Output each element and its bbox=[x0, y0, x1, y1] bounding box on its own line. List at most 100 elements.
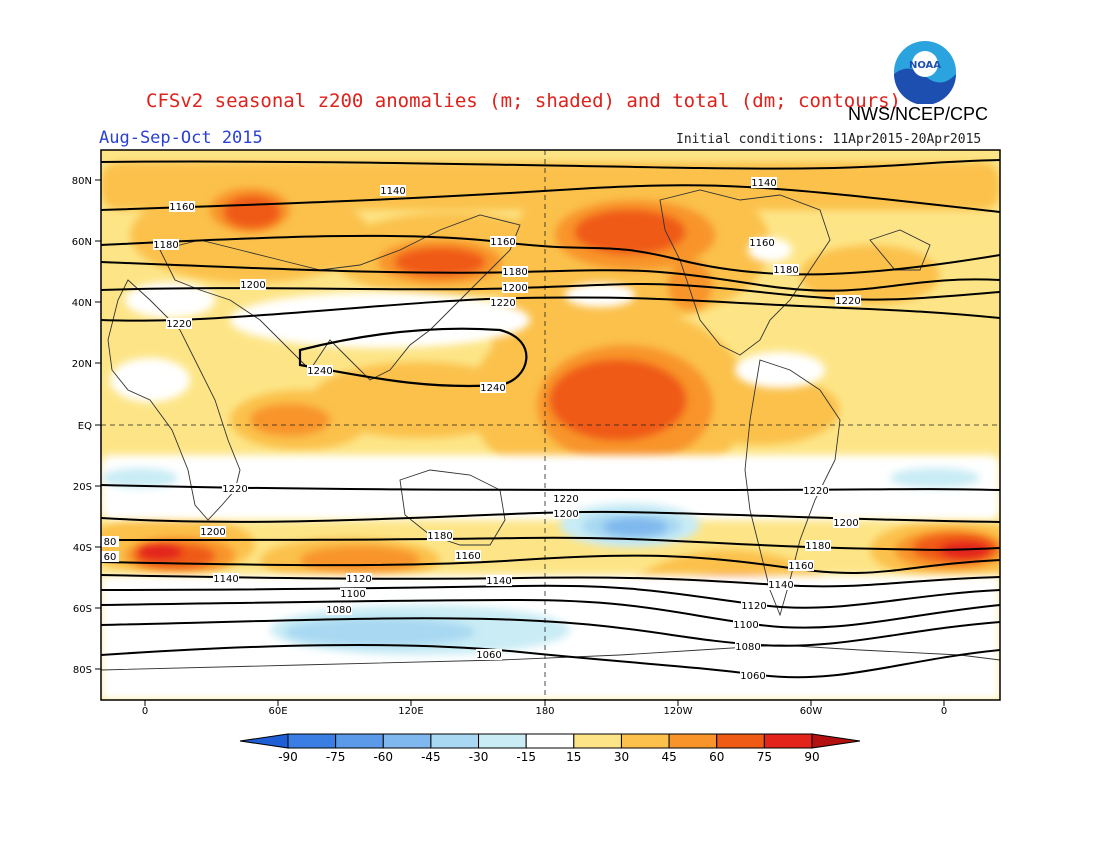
anomaly-minus45-60-shading bbox=[603, 518, 667, 536]
svg-text:1160: 1160 bbox=[169, 202, 194, 213]
contour-label: 1220 bbox=[803, 485, 829, 497]
contour-label: 1140 bbox=[768, 579, 794, 591]
lat-label: 80S bbox=[73, 665, 92, 676]
lat-label: 80N bbox=[72, 176, 92, 187]
svg-text:1160: 1160 bbox=[788, 561, 813, 572]
contour-label: 1200 bbox=[833, 517, 859, 529]
contour-label: 1180 bbox=[805, 540, 831, 552]
svg-text:1220: 1220 bbox=[222, 484, 247, 495]
svg-text:1220: 1220 bbox=[166, 319, 191, 330]
anomaly-45-60-shading bbox=[125, 188, 1000, 637]
contour-label: 80 bbox=[101, 536, 119, 548]
lon-label: 120E bbox=[398, 706, 423, 717]
colorbar-segment bbox=[478, 733, 527, 749]
lat-label: 40S bbox=[73, 543, 92, 554]
colorbar-segment bbox=[430, 733, 480, 749]
colorbar-segment bbox=[335, 733, 384, 749]
contour-label: 1080 bbox=[326, 604, 352, 616]
period-label: Aug-Sep-Oct 2015 bbox=[99, 128, 263, 148]
colorbar-tick-label: -90 bbox=[278, 750, 298, 764]
colorbar-tick-label: -60 bbox=[373, 750, 393, 764]
svg-text:80: 80 bbox=[104, 537, 117, 548]
svg-text:1140: 1140 bbox=[486, 576, 511, 587]
contour-label: 1220 bbox=[835, 295, 861, 307]
latitude-axis: 80N 60N 40N 20N EQ 20S 40S 60S 80S bbox=[72, 176, 101, 676]
contour-label: 1240 bbox=[307, 365, 333, 377]
contour-label: 1100 bbox=[733, 619, 759, 631]
contour-label: 1180 bbox=[502, 266, 528, 278]
contour-label: 1140 bbox=[486, 575, 512, 587]
colorbar-tick-label: 60 bbox=[709, 750, 724, 764]
contour-label: 1100 bbox=[340, 588, 366, 600]
svg-text:1160: 1160 bbox=[490, 237, 515, 248]
colorbar-segment bbox=[239, 733, 289, 749]
svg-text:1120: 1120 bbox=[741, 601, 766, 612]
svg-text:1100: 1100 bbox=[340, 589, 365, 600]
anomaly-minus15-30-shading bbox=[102, 468, 980, 655]
colorbar-tick-label: -15 bbox=[516, 750, 536, 764]
longitude-axis: 0 60E 120E 180 120W 60W 0 bbox=[142, 700, 947, 717]
svg-text:1140: 1140 bbox=[213, 574, 238, 585]
colorbar-segment bbox=[668, 733, 718, 749]
colorbar-segment bbox=[525, 733, 575, 749]
contour-label: 1200 bbox=[240, 279, 266, 291]
svg-text:1220: 1220 bbox=[490, 298, 515, 309]
contour-label: 1060 bbox=[740, 670, 766, 682]
svg-text:60: 60 bbox=[104, 552, 117, 563]
contour-label: 1220 bbox=[490, 297, 516, 309]
noaa-logo-text: NOAA bbox=[909, 60, 941, 71]
contour-label: 1140 bbox=[213, 573, 239, 585]
svg-text:1060: 1060 bbox=[476, 650, 501, 661]
svg-text:1160: 1160 bbox=[749, 238, 774, 249]
svg-text:1220: 1220 bbox=[803, 486, 828, 497]
colorbar-tick-label: 90 bbox=[804, 750, 819, 764]
lat-label: 20S bbox=[73, 482, 92, 493]
contour-label: 1120 bbox=[741, 600, 767, 612]
svg-text:1060: 1060 bbox=[740, 671, 765, 682]
svg-text:1140: 1140 bbox=[751, 178, 776, 189]
lon-label: 0 bbox=[142, 706, 148, 717]
lon-label: 180 bbox=[535, 706, 554, 717]
contour-label: 1220 bbox=[222, 483, 248, 495]
lat-label: EQ bbox=[78, 421, 92, 432]
lat-label: 20N bbox=[72, 359, 92, 370]
colorbar-tick-label: -75 bbox=[326, 750, 346, 764]
colorbar-segment bbox=[382, 733, 432, 749]
svg-text:1120: 1120 bbox=[346, 574, 371, 585]
colorbar-tick-label: 15 bbox=[566, 750, 581, 764]
anomaly-30-45-shading bbox=[101, 162, 1000, 670]
contour-label: 1140 bbox=[380, 185, 406, 197]
svg-text:1200: 1200 bbox=[553, 509, 578, 520]
svg-text:1180: 1180 bbox=[805, 541, 830, 552]
svg-text:1200: 1200 bbox=[200, 527, 225, 538]
colorbar-segment bbox=[287, 733, 337, 749]
colorbar-segment bbox=[620, 733, 670, 749]
anomaly-neutral-shading bbox=[101, 238, 1000, 700]
anomaly-minus30-45-shading bbox=[285, 512, 682, 646]
map-frame bbox=[100, 149, 1001, 701]
contour-label: 1200 bbox=[200, 526, 226, 538]
colorbar-segment bbox=[716, 733, 765, 749]
svg-text:1180: 1180 bbox=[427, 531, 452, 542]
coastlines bbox=[101, 189, 1000, 700]
lat-label: 60S bbox=[73, 604, 92, 615]
colorbar-tick-label: -30 bbox=[469, 750, 489, 764]
contour-label: 1160 bbox=[455, 550, 481, 562]
svg-text:1180: 1180 bbox=[502, 267, 527, 278]
colorbar-segment bbox=[763, 733, 813, 749]
initial-conditions-label: Initial conditions: 11Apr2015-20Apr2015 bbox=[676, 132, 982, 147]
colorbar-tick-label: 45 bbox=[661, 750, 676, 764]
lon-label: 120W bbox=[664, 706, 693, 717]
anomaly-60-75-shading bbox=[135, 196, 997, 625]
contour-label: 1080 bbox=[735, 641, 761, 653]
lat-label: 60N bbox=[72, 237, 92, 248]
agency-label: NWS/NCEP/CPC bbox=[848, 104, 989, 124]
svg-text:1080: 1080 bbox=[326, 605, 351, 616]
contour-label: 1200 bbox=[502, 282, 528, 294]
svg-text:1200: 1200 bbox=[833, 518, 858, 529]
contour-label: 1120 bbox=[346, 573, 372, 585]
noaa-logo-icon: NOAA bbox=[894, 41, 956, 104]
svg-text:1100: 1100 bbox=[733, 620, 758, 631]
svg-text:1200: 1200 bbox=[502, 283, 527, 294]
contour-label: 60 bbox=[101, 551, 119, 563]
